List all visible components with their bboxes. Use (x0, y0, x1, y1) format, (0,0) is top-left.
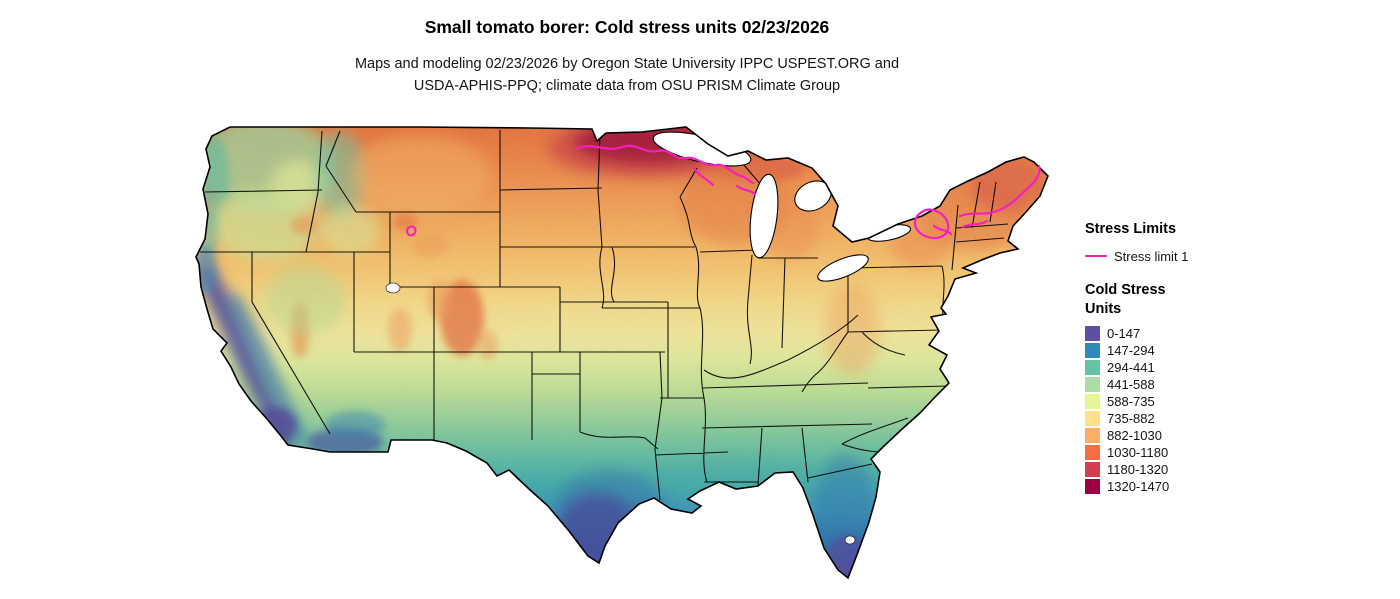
legend-class-label: 441-588 (1107, 377, 1155, 392)
legend-class-label: 0-147 (1107, 326, 1141, 341)
legend-class-label: 1180-1320 (1107, 462, 1169, 477)
stress-limit-line-swatch (1085, 254, 1107, 258)
state-borders (200, 130, 1009, 501)
cold-stress-units-title-line1: Cold Stress (1085, 282, 1166, 298)
legend-class-row: 441-588 (1085, 376, 1235, 393)
legend-class-row: 588-735 (1085, 393, 1235, 410)
legend-swatch (1085, 445, 1100, 460)
legend-class-row: 294-441 (1085, 359, 1235, 376)
legend-class-label: 588-735 (1107, 394, 1155, 409)
legend-class-row: 1030-1180 (1085, 444, 1235, 461)
legend-class-row: 147-294 (1085, 342, 1235, 359)
cold-stress-units-title-line2: Units (1085, 301, 1122, 317)
stress-limits-title: Stress Limits (1085, 221, 1177, 237)
legend-swatch (1085, 428, 1100, 443)
legend-class-label: 147-294 (1107, 343, 1155, 358)
map-subtitle-line2: USDA-APHIS-PPQ; climate data from OSU PR… (413, 78, 841, 94)
legend-swatch (1085, 462, 1100, 477)
legend-class-row: 1320-1470 (1085, 478, 1235, 495)
stress-limit-line-path (406, 144, 1041, 240)
raster-layer (196, 127, 1048, 578)
stress-limit-label: Stress limit 1 (1114, 248, 1189, 264)
legend-class-row: 735-882 (1085, 410, 1235, 427)
map-subtitle-line1: Maps and modeling 02/23/2026 by Oregon S… (354, 56, 900, 72)
legend-swatch (1085, 377, 1100, 392)
map-outline (195, 126, 1049, 580)
great-lakes (385, 131, 912, 545)
legend-swatch (1085, 479, 1100, 494)
legend-class-label: 1320-1470 (1107, 479, 1170, 494)
legend-swatch (1085, 326, 1100, 341)
legend-class-label: 1030-1180 (1107, 445, 1169, 460)
legend-class-label: 882-1030 (1107, 428, 1162, 443)
legend-class-label: 294-441 (1107, 360, 1155, 375)
legend-swatch (1085, 343, 1100, 358)
legend-swatch (1085, 360, 1100, 375)
legend-swatch (1085, 394, 1100, 409)
legend: Stress Limits Stress limit 1 Cold Stress… (1085, 220, 1235, 495)
map-title: Small tomato borer: Cold stress units 02… (424, 17, 830, 37)
map-subtitle: Maps and modeling 02/23/2026 by Oregon S… (0, 53, 1254, 97)
cold-stress-units-title: Cold Stress Units (1085, 281, 1235, 319)
legend-class-label: 735-882 (1107, 411, 1155, 426)
legend-class-row: 1180-1320 (1085, 461, 1235, 478)
legend-swatch (1085, 411, 1100, 426)
legend-class-row: 0-147 (1085, 325, 1235, 342)
legend-class-row: 882-1030 (1085, 427, 1235, 444)
stress-limit-item: Stress limit 1 (1085, 246, 1235, 266)
